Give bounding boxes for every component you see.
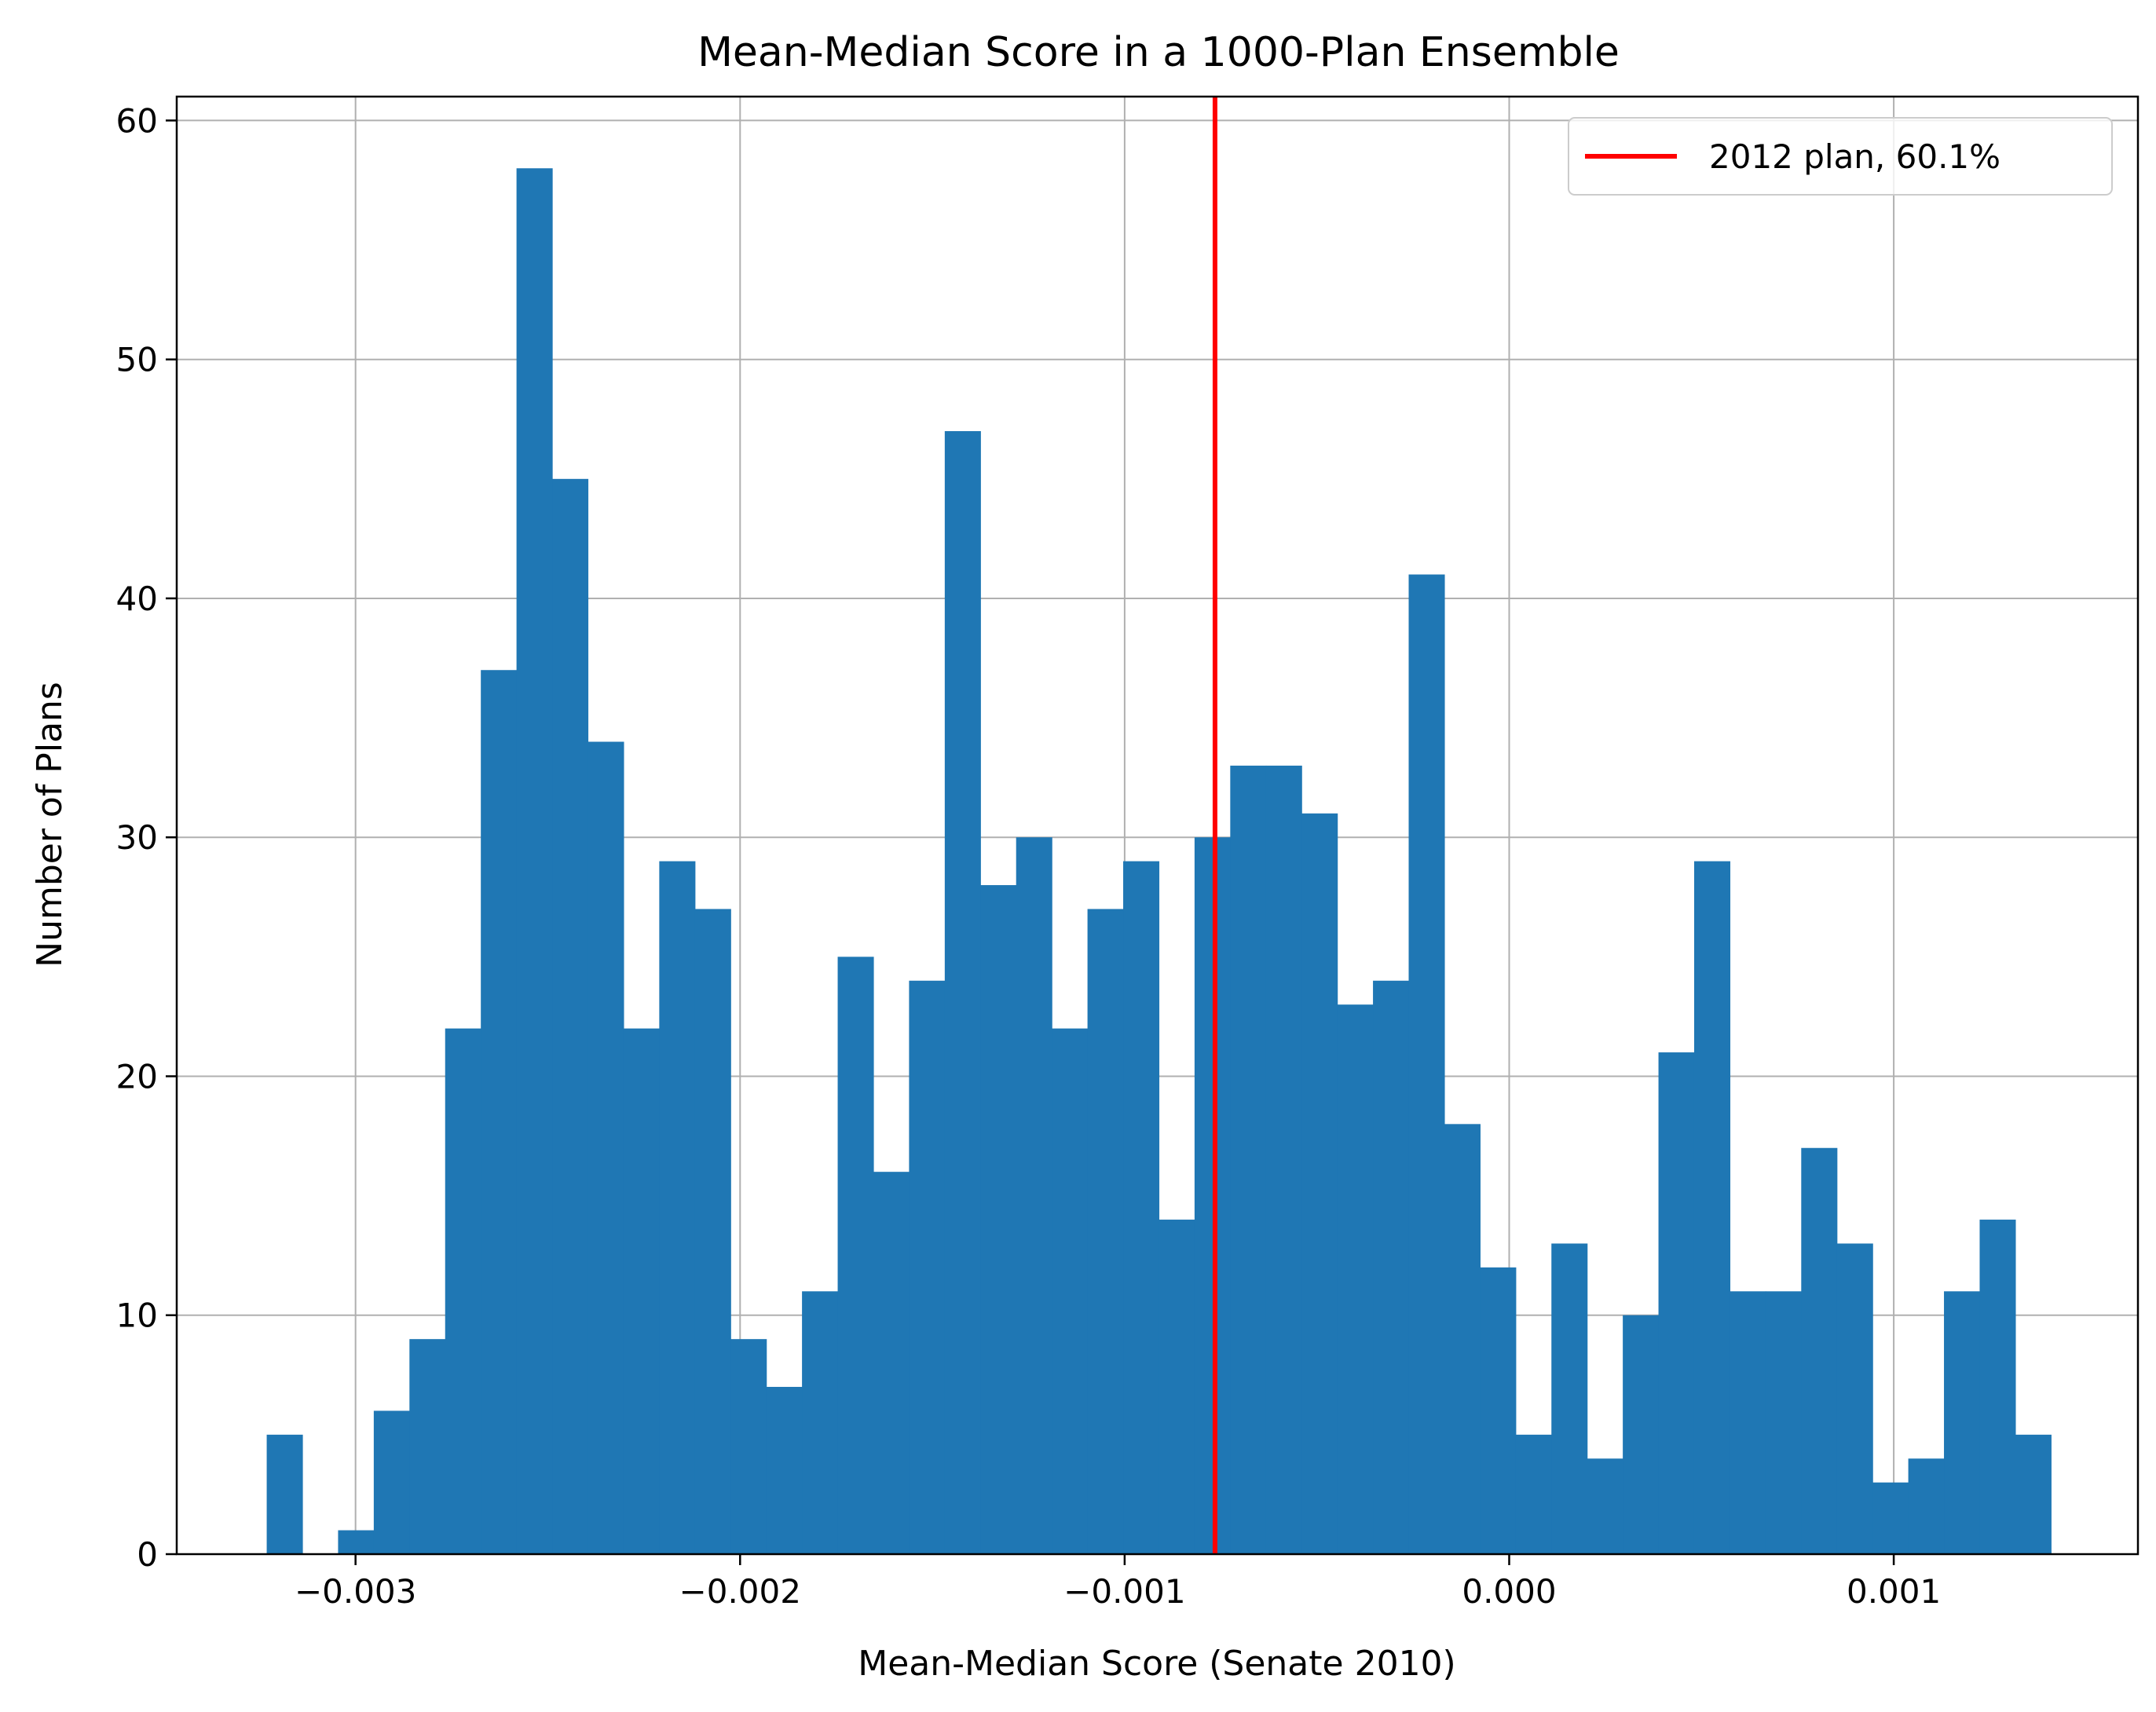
chart-title: Mean-Median Score in a 1000-Plan Ensembl… [697, 29, 1620, 76]
y-axis-label: Number of Plans [30, 682, 70, 968]
histogram-bar [1052, 1028, 1089, 1554]
legend-label: 2012 plan, 60.1% [1709, 137, 2000, 176]
histogram-bar [1444, 1124, 1481, 1554]
histogram-bar [445, 1028, 481, 1554]
x-tick-label: −0.001 [1063, 1572, 1185, 1611]
histogram-bar [837, 957, 874, 1554]
histogram-bar [1123, 861, 1160, 1554]
x-tick-label: −0.002 [679, 1572, 801, 1611]
histogram-bar [1230, 765, 1267, 1554]
histogram-bar [1087, 909, 1124, 1554]
histogram-bar [1515, 1434, 1552, 1554]
x-axis-label: Mean-Median Score (Senate 2010) [858, 1644, 1455, 1684]
x-tick-label: −0.003 [295, 1572, 416, 1611]
histogram-bar [1194, 837, 1231, 1554]
histogram-bar [266, 1434, 303, 1554]
histogram-bar [1765, 1291, 1802, 1554]
histogram-bar [909, 980, 946, 1554]
y-tick-label: 10 [116, 1297, 158, 1335]
histogram-bar [873, 1172, 910, 1554]
legend-box [1568, 117, 2113, 196]
histogram-bar [1016, 837, 1052, 1554]
legend: 2012 plan, 60.1% [1568, 117, 2113, 196]
x-tick-label: 0.000 [1462, 1572, 1556, 1611]
histogram-bar [1301, 813, 1338, 1554]
histogram-bar [552, 478, 589, 1554]
histogram-bar [409, 1339, 446, 1554]
y-tick-label: 40 [116, 580, 158, 618]
histogram-bar [1908, 1458, 1945, 1554]
histogram-bar [1658, 1052, 1695, 1554]
histogram-bar [659, 861, 696, 1554]
histogram-bar [516, 168, 553, 1554]
histogram-bar [1551, 1243, 1588, 1554]
histogram-bar [766, 1387, 803, 1554]
histogram-bar [1159, 1220, 1195, 1554]
histogram-bar [802, 1291, 839, 1554]
histogram-bar [1872, 1482, 1909, 1554]
x-axis-ticks: −0.003 −0.002 −0.001 0.000 0.001 [295, 1554, 1941, 1611]
histogram-bar [623, 1028, 660, 1554]
histogram-bar [1979, 1220, 2016, 1554]
histogram-bar [1836, 1243, 1873, 1554]
histogram-bar [1801, 1147, 1838, 1554]
x-tick-label: 0.001 [1847, 1572, 1941, 1611]
y-tick-label: 50 [116, 341, 158, 379]
histogram-bar [1408, 574, 1445, 1554]
histogram-bars [266, 168, 2052, 1554]
histogram-bar [1265, 765, 1302, 1554]
histogram-bar [481, 670, 518, 1554]
histogram-bar [2015, 1434, 2052, 1554]
histogram-bar [1480, 1267, 1517, 1554]
y-tick-label: 0 [137, 1535, 158, 1574]
plot-frame [175, 95, 2140, 1556]
y-tick-label: 30 [116, 818, 158, 857]
y-tick-label: 60 [116, 101, 158, 140]
histogram-bar [1623, 1315, 1660, 1554]
histogram-bar [338, 1530, 375, 1554]
histogram-bar [1587, 1458, 1623, 1554]
y-axis-ticks: 0 10 20 30 40 50 60 [116, 101, 177, 1574]
histogram-bar [730, 1339, 767, 1554]
histogram-bar [588, 741, 624, 1554]
histogram-bar [1337, 1004, 1374, 1554]
histogram-bar [1730, 1291, 1766, 1554]
histogram-bar [1944, 1291, 1981, 1554]
histogram-bar [1373, 980, 1410, 1554]
histogram-bar [373, 1410, 410, 1554]
histogram-bar [980, 885, 1017, 1554]
y-tick-label: 20 [116, 1057, 158, 1096]
histogram-bar [944, 430, 981, 1554]
histogram-bar [694, 909, 731, 1554]
histogram-bar [1693, 861, 1731, 1554]
